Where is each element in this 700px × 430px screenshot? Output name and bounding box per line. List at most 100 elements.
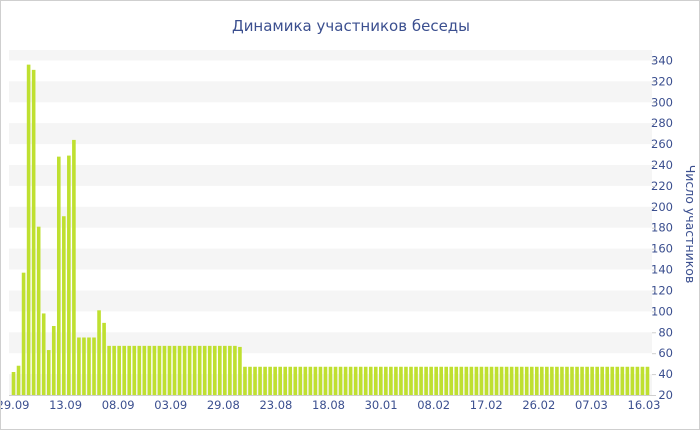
- bar: [268, 366, 272, 395]
- bar: [177, 345, 182, 395]
- bar: [77, 337, 81, 395]
- x-tick-label: 23.08: [259, 398, 292, 412]
- bar: [132, 345, 137, 395]
- bar: [318, 366, 323, 395]
- bar: [519, 366, 524, 395]
- bar: [238, 346, 242, 395]
- bar: [399, 366, 403, 395]
- bar: [333, 366, 338, 395]
- bar: [293, 366, 298, 395]
- bar: [152, 345, 157, 395]
- bar: [11, 372, 16, 395]
- bar: [353, 366, 358, 395]
- bar: [409, 366, 413, 395]
- y-tick-label: 100: [651, 304, 673, 318]
- bar: [338, 366, 343, 395]
- y-tick-label: 340: [651, 53, 673, 67]
- bar: [223, 345, 227, 395]
- bar: [575, 366, 579, 395]
- bar: [248, 366, 252, 395]
- bar: [263, 366, 267, 395]
- bar: [82, 337, 86, 395]
- y-tick-label: 20: [658, 388, 673, 402]
- bar: [570, 366, 574, 395]
- x-tick-label: 03.09: [154, 398, 187, 412]
- bar: [424, 366, 428, 395]
- bar: [207, 345, 212, 395]
- bar: [167, 345, 172, 395]
- bar: [630, 366, 635, 395]
- bar: [127, 345, 132, 395]
- bar: [97, 310, 101, 395]
- bar: [212, 345, 217, 395]
- bar: [72, 139, 76, 395]
- bar: [534, 366, 539, 395]
- y-tick-label: 160: [651, 242, 673, 256]
- bar: [253, 366, 257, 395]
- x-tick-label: 17.02: [470, 398, 503, 412]
- x-tick-label: 29.08: [207, 398, 240, 412]
- bar: [590, 366, 594, 395]
- bar: [464, 366, 469, 395]
- bar: [545, 366, 549, 395]
- grid-band: [9, 206, 652, 228]
- bar: [504, 366, 509, 395]
- bar: [137, 345, 142, 395]
- y-tick-label: 300: [651, 95, 673, 109]
- bar: [46, 350, 51, 395]
- bar: [529, 366, 534, 395]
- grid-band: [9, 81, 652, 103]
- bar: [479, 366, 484, 395]
- grid-bands: [9, 50, 652, 395]
- bar: [16, 365, 21, 395]
- x-tick-label: 26.02: [522, 398, 555, 412]
- y-tick-label: 80: [658, 325, 673, 339]
- bar: [620, 366, 625, 395]
- bar: [298, 366, 303, 395]
- bar: [585, 366, 589, 395]
- bar: [414, 366, 418, 395]
- bar: [273, 366, 277, 395]
- bar: [379, 366, 383, 395]
- bar: [565, 366, 569, 395]
- x-tick-label: 08.09: [102, 398, 135, 412]
- bar: [258, 366, 262, 395]
- bar: [21, 272, 26, 395]
- bar: [328, 366, 333, 395]
- bar: [323, 366, 328, 395]
- bar-series: [11, 64, 650, 396]
- x-tick-label: 30.01: [365, 398, 398, 412]
- bar: [610, 366, 615, 395]
- y-tick-label: 260: [651, 137, 673, 151]
- bar: [233, 345, 237, 395]
- bar: [26, 64, 31, 395]
- y-tick-label: 200: [651, 200, 673, 214]
- x-tick-label: 29.09: [1, 398, 29, 412]
- bar: [484, 366, 489, 395]
- bar: [41, 313, 46, 395]
- bar: [112, 345, 116, 395]
- bar: [202, 345, 207, 395]
- bar: [580, 366, 584, 395]
- bar: [560, 366, 564, 395]
- bar: [404, 366, 408, 395]
- grid-band: [9, 50, 652, 61]
- bar: [645, 366, 650, 395]
- bar: [454, 366, 459, 395]
- bar: [228, 345, 232, 395]
- bar: [107, 345, 111, 395]
- bar: [373, 366, 378, 395]
- bar: [439, 366, 443, 395]
- y-tick-label: 320: [651, 74, 673, 88]
- bar: [363, 366, 368, 395]
- grid-band: [9, 248, 652, 270]
- y-tick-label: 280: [651, 116, 673, 130]
- bar: [162, 345, 167, 395]
- bar: [394, 366, 398, 395]
- y-tick-label: 220: [651, 179, 673, 193]
- x-tick-label: 08.02: [417, 398, 450, 412]
- bar: [514, 366, 519, 395]
- y-axis-label: Число участников: [683, 165, 698, 284]
- bar: [56, 156, 61, 395]
